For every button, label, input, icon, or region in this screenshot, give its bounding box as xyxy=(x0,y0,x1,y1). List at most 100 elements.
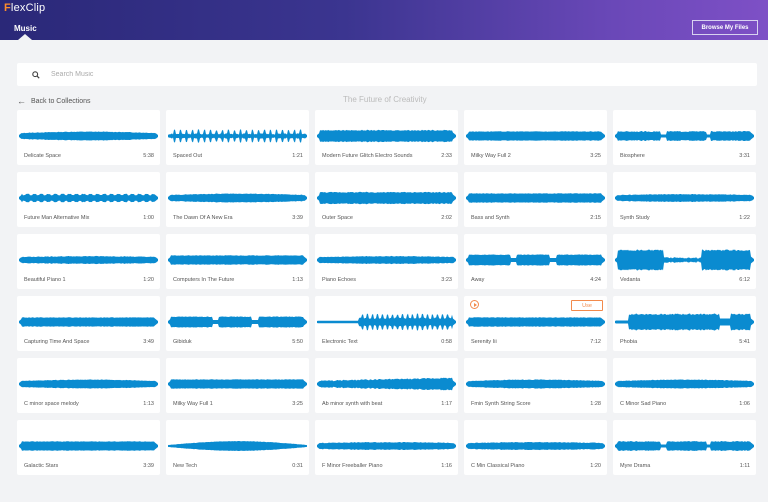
track-card[interactable]: C Min Classical Piano 1:20 xyxy=(464,420,607,475)
track-title: C minor space melody xyxy=(24,401,79,407)
track-title: Capturing Time And Space xyxy=(24,339,90,345)
track-title: Electronic Text xyxy=(322,339,358,345)
play-icon[interactable] xyxy=(470,300,479,309)
track-grid: Delicate Space 5:38 Spaced Out 1:21 Modern F… xyxy=(17,110,756,475)
track-card[interactable]: Gibiduk 5:50 xyxy=(166,296,309,351)
track-card[interactable]: Phobia 5:41 xyxy=(613,296,756,351)
waveform[interactable] xyxy=(615,186,754,210)
track-card[interactable]: Future Man Alternative Mix 1:00 xyxy=(17,172,160,227)
waveform[interactable] xyxy=(19,310,158,334)
waveform[interactable] xyxy=(615,372,754,396)
track-duration: 1:21 xyxy=(292,153,303,159)
tab-music[interactable]: Music xyxy=(14,24,37,33)
waveform[interactable] xyxy=(466,434,605,458)
waveform[interactable] xyxy=(317,124,456,148)
search-icon xyxy=(25,70,47,79)
track-card[interactable]: Bass and Synth 2:15 xyxy=(464,172,607,227)
waveform[interactable] xyxy=(615,248,754,272)
track-duration: 1:28 xyxy=(590,401,601,407)
waveform[interactable] xyxy=(19,434,158,458)
waveform[interactable] xyxy=(168,186,307,210)
track-title: Beautiful Piano 1 xyxy=(24,277,66,283)
waveform[interactable] xyxy=(317,186,456,210)
flexclip-logo[interactable]: FlexClip xyxy=(4,2,46,14)
track-title: Ab minor synth with beat xyxy=(322,401,383,407)
track-card[interactable]: Spaced Out 1:21 xyxy=(166,110,309,165)
use-button[interactable]: Use xyxy=(571,300,603,311)
track-card[interactable]: F Minor Freeballer Piano 1:16 xyxy=(315,420,458,475)
track-card[interactable]: Ab minor synth with beat 1:17 xyxy=(315,358,458,413)
track-duration: 3:25 xyxy=(590,153,601,159)
track-title: Away xyxy=(471,277,485,283)
track-card[interactable]: C minor space melody 1:13 xyxy=(17,358,160,413)
arrow-left-icon: ← xyxy=(17,96,26,106)
waveform[interactable] xyxy=(19,372,158,396)
track-card[interactable]: Computers In The Future 1:13 xyxy=(166,234,309,289)
track-title: Fmin Synth String Score xyxy=(471,401,531,407)
track-card[interactable]: Beautiful Piano 1 1:20 xyxy=(17,234,160,289)
track-card[interactable]: New Tech 0:31 xyxy=(166,420,309,475)
track-duration: 6:12 xyxy=(739,277,750,283)
waveform[interactable] xyxy=(317,310,456,334)
search-input[interactable] xyxy=(51,71,651,78)
waveform[interactable] xyxy=(466,186,605,210)
track-card[interactable]: Use Serenity Iii 7:12 xyxy=(464,296,607,351)
track-card[interactable]: C Minor Sad Piano 1:06 xyxy=(613,358,756,413)
track-card[interactable]: Vedanta 6:12 xyxy=(613,234,756,289)
waveform[interactable] xyxy=(317,248,456,272)
waveform[interactable] xyxy=(168,124,307,148)
waveform[interactable] xyxy=(19,186,158,210)
track-card[interactable]: Electronic Text 0:58 xyxy=(315,296,458,351)
track-duration: 5:38 xyxy=(143,153,154,159)
track-card[interactable]: Capturing Time And Space 3:49 xyxy=(17,296,160,351)
track-duration: 4:24 xyxy=(590,277,601,283)
track-card[interactable]: Piano Echoes 3:23 xyxy=(315,234,458,289)
track-duration: 1:20 xyxy=(590,463,601,469)
waveform[interactable] xyxy=(466,248,605,272)
waveform[interactable] xyxy=(466,124,605,148)
waveform[interactable] xyxy=(168,248,307,272)
waveform[interactable] xyxy=(615,434,754,458)
track-card[interactable]: Fmin Synth String Score 1:28 xyxy=(464,358,607,413)
waveform[interactable] xyxy=(466,310,605,334)
track-card[interactable]: Biosphere 3:31 xyxy=(613,110,756,165)
waveform[interactable] xyxy=(168,310,307,334)
track-duration: 1:22 xyxy=(739,215,750,221)
track-title: C Min Classical Piano xyxy=(471,463,525,469)
track-card[interactable]: Outer Space 2:02 xyxy=(315,172,458,227)
track-duration: 0:58 xyxy=(441,339,452,345)
waveform[interactable] xyxy=(317,372,456,396)
track-card[interactable]: Synth Study 1:22 xyxy=(613,172,756,227)
track-duration: 1:16 xyxy=(441,463,452,469)
track-card[interactable]: Away 4:24 xyxy=(464,234,607,289)
track-card[interactable]: Delicate Space 5:38 xyxy=(17,110,160,165)
track-duration: 5:50 xyxy=(292,339,303,345)
track-duration: 1:13 xyxy=(143,401,154,407)
waveform[interactable] xyxy=(19,248,158,272)
track-title: Outer Space xyxy=(322,215,353,221)
track-card[interactable]: Galactic Stars 3:39 xyxy=(17,420,160,475)
waveform[interactable] xyxy=(615,124,754,148)
track-duration: 1:17 xyxy=(441,401,452,407)
waveform[interactable] xyxy=(168,434,307,458)
active-tab-indicator xyxy=(18,34,32,40)
browse-my-files-button[interactable]: Browse My Files xyxy=(692,20,758,35)
track-duration: 1:13 xyxy=(292,277,303,283)
track-duration: 3:39 xyxy=(292,215,303,221)
waveform[interactable] xyxy=(168,372,307,396)
back-to-collections-link[interactable]: ← Back to Collections xyxy=(17,96,91,106)
waveform[interactable] xyxy=(317,434,456,458)
track-title: Bass and Synth xyxy=(471,215,510,221)
track-card[interactable]: Milky Way Full 2 3:25 xyxy=(464,110,607,165)
app-header: FlexClip Music Browse My Files xyxy=(0,0,768,40)
track-card[interactable]: Modern Future Glitch Electro Sounds 2:33 xyxy=(315,110,458,165)
track-card[interactable]: Milky Way Full 1 3:25 xyxy=(166,358,309,413)
waveform[interactable] xyxy=(19,124,158,148)
track-title: Future Man Alternative Mix xyxy=(24,215,90,221)
track-card[interactable]: Myre Drama 1:11 xyxy=(613,420,756,475)
track-card[interactable]: The Dawn Of A New Era 3:39 xyxy=(166,172,309,227)
track-title: Myre Drama xyxy=(620,463,651,469)
waveform[interactable] xyxy=(615,310,754,334)
track-duration: 7:12 xyxy=(590,339,601,345)
waveform[interactable] xyxy=(466,372,605,396)
